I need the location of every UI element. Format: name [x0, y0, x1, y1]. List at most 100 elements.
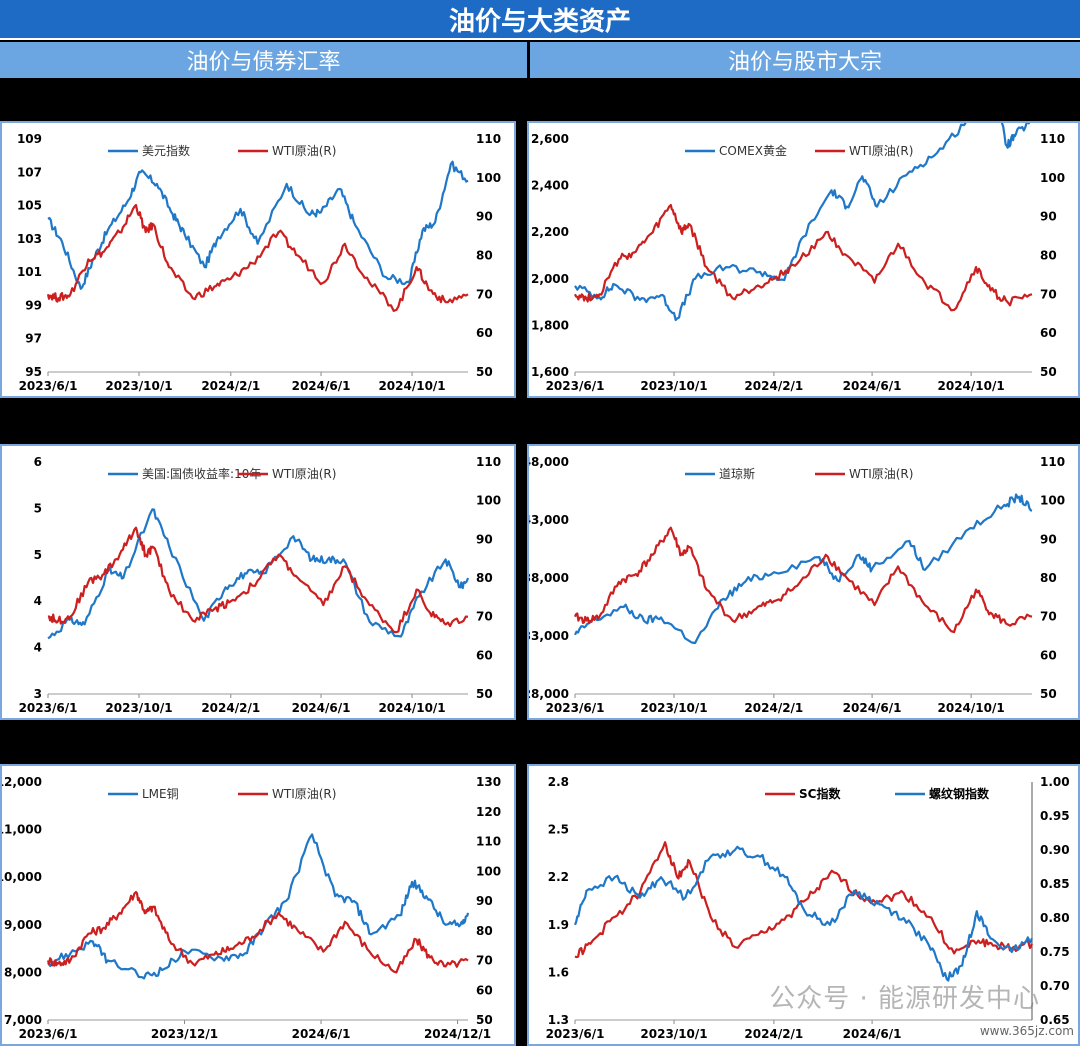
y-right-tick-label: 120	[476, 805, 501, 819]
legend-label: LME铜	[142, 786, 179, 801]
y-right-tick-label: 0.80	[1040, 911, 1070, 925]
y-left-tick-label: 109	[17, 132, 42, 146]
y-right-tick-label: 60	[476, 983, 493, 997]
y-left-tick-label: 97	[25, 332, 42, 346]
y-left-tick-label: 2,400	[531, 179, 569, 193]
y-right-tick-label: 50	[1040, 687, 1057, 701]
chart-panel-rebar: 1.3 1.6 1.9 2.2 2.5 2.8 0.65 0.70 0.75 0.80 0.85 0.…	[527, 764, 1080, 1046]
y-right-tick-label: 70	[1040, 610, 1057, 624]
y-left-tick-label: 99	[25, 298, 42, 312]
y-left-tick-label: 28,000	[529, 687, 569, 701]
y-left-tick-label: 2.2	[548, 870, 569, 884]
y-right-tick-label: 60	[476, 648, 493, 662]
legend-label: 美元指数	[142, 143, 190, 158]
x-tick-label: 2024/2/1	[744, 701, 803, 715]
y-right-tick-label: 50	[1040, 365, 1057, 379]
legend-label: WTI原油(R)	[272, 787, 336, 801]
y-right-tick-label: 50	[476, 1013, 493, 1027]
chart-panel-gold: 1,600 1,800 2,000 2,200 2,400 2,600 50 60 70 80 90…	[527, 121, 1080, 398]
y-right-tick-label: 100	[476, 494, 501, 508]
series-line-0	[574, 493, 1033, 645]
y-left-tick-label: 2.5	[548, 823, 569, 837]
x-tick-label: 2024/10/1	[378, 379, 445, 393]
series-line-1	[573, 845, 1033, 982]
x-tick-label: 2024/6/1	[843, 701, 902, 715]
chart-sc-rebar: 1.3 1.6 1.9 2.2 2.5 2.8 0.65 0.70 0.75 0.80 0.85 0.…	[546, 775, 1070, 1041]
y-right-tick-label: 110	[476, 455, 501, 469]
series-line-1	[46, 203, 469, 312]
x-tick-label: 2024/2/1	[201, 379, 260, 393]
y-left-tick-label: 101	[17, 265, 42, 279]
y-left-tick-label: 33,000	[529, 629, 569, 643]
y-left-tick-label: 5	[34, 501, 42, 515]
legend-label: WTI原油(R)	[849, 144, 913, 158]
y-left-tick-label: 1.6	[548, 965, 569, 979]
series-line-0	[574, 841, 1033, 959]
x-tick-label: 2023/6/1	[546, 701, 605, 715]
x-tick-label: 2023/10/1	[105, 379, 172, 393]
series-line-0	[47, 833, 470, 980]
y-right-tick-label: 60	[476, 326, 493, 340]
y-left-tick-label: 107	[17, 165, 42, 179]
y-left-tick-label: 38,000	[529, 571, 569, 585]
legend-label: SC指数	[799, 786, 841, 801]
y-right-tick-label: 110	[476, 132, 501, 146]
x-tick-label: 2024/2/1	[744, 1027, 803, 1041]
y-right-tick-label: 80	[1040, 571, 1057, 585]
series-line-0	[574, 123, 1031, 322]
legend-label: WTI原油(R)	[272, 144, 336, 158]
y-right-tick-label: 50	[476, 687, 493, 701]
x-tick-label: 2024/10/1	[938, 379, 1005, 393]
y-left-tick-label: 2,600	[531, 132, 569, 146]
y-right-tick-label: 70	[1040, 287, 1057, 301]
legend-label: WTI原油(R)	[272, 467, 336, 481]
x-tick-label: 2023/10/1	[105, 701, 172, 715]
legend-label: WTI原油(R)	[849, 467, 913, 481]
y-left-tick-label: 2.8	[548, 775, 569, 789]
series-line-1	[574, 203, 1033, 312]
chart-treasury-wti: 3 4 4 5 5 6 50 60 70 80 90 100 110 2023/6/1 2023/10/1 2…	[19, 455, 502, 715]
chart-copper-wti: 7,000 8,000 9,000 10,000 11,000 12,000 50 60 70 8…	[2, 775, 501, 1041]
x-tick-label: 2023/6/1	[546, 379, 605, 393]
y-right-tick-label: 80	[476, 571, 493, 585]
series-line-0	[47, 160, 469, 290]
legend-label: 道琼斯	[719, 466, 755, 481]
y-left-tick-label: 7,000	[4, 1013, 42, 1027]
chart-gold-wti: 1,600 1,800 2,000 2,200 2,400 2,600 50 60 70 80 90…	[531, 123, 1065, 393]
watermark-url: www.365jz.com	[979, 1024, 1074, 1038]
y-right-tick-label: 70	[476, 287, 493, 301]
y-left-tick-label: 4	[34, 641, 42, 655]
left-column-title: 油价与债券汇率	[0, 42, 527, 78]
y-left-tick-label: 11,000	[2, 823, 42, 837]
y-left-tick-label: 103	[17, 232, 42, 246]
y-right-tick-label: 100	[476, 171, 501, 185]
chart-panel-dollar-index: 95 97 99 101 103 105 107 109 50 60 70 80 90 100 110 202…	[0, 121, 516, 398]
y-left-tick-label: 10,000	[2, 870, 42, 884]
legend-label: 螺纹钢指数	[929, 786, 990, 801]
y-left-tick-label: 43,000	[529, 513, 569, 527]
x-tick-label: 2024/6/1	[292, 1027, 351, 1041]
watermark: 公众号 · 能源研发中心	[769, 984, 1040, 1014]
y-left-tick-label: 1.3	[548, 1013, 569, 1027]
y-right-tick-label: 100	[1040, 494, 1065, 508]
y-right-tick-label: 90	[1040, 532, 1057, 546]
y-right-tick-label: 0.65	[1040, 1013, 1070, 1027]
y-right-tick-label: 0.75	[1040, 945, 1070, 959]
chart-panel-copper: 7,000 8,000 9,000 10,000 11,000 12,000 50 60 70 8…	[0, 764, 516, 1046]
y-right-tick-label: 80	[1040, 249, 1057, 263]
chart-dollar-wti: 95 97 99 101 103 105 107 109 50 60 70 80 90 100 110 202…	[17, 132, 501, 393]
x-tick-label: 2023/6/1	[546, 1027, 605, 1041]
y-right-tick-label: 50	[476, 365, 493, 379]
y-left-tick-label: 5	[34, 548, 42, 562]
x-tick-label: 2023/10/1	[640, 1027, 707, 1041]
x-tick-label: 2024/6/1	[292, 379, 351, 393]
y-right-tick-label: 0.70	[1040, 979, 1070, 993]
y-right-tick-label: 0.95	[1040, 809, 1070, 823]
x-tick-label: 2023/6/1	[19, 379, 78, 393]
y-right-tick-label: 90	[476, 532, 493, 546]
x-tick-label: 2024/6/1	[292, 701, 351, 715]
main-title: 油价与大类资产	[0, 0, 1080, 40]
x-tick-label: 2023/6/1	[19, 701, 78, 715]
y-left-tick-label: 105	[17, 199, 42, 213]
y-left-tick-label: 48,000	[529, 455, 569, 469]
